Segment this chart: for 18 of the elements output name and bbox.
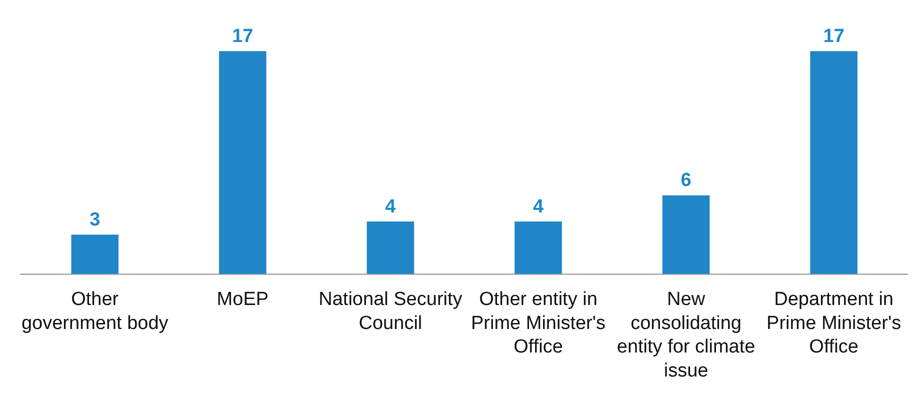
x-tick-label: Department in Prime Minister's Office (766, 289, 902, 358)
data-label: 4 (385, 196, 396, 218)
x-tick-label: Other entity in Prime Minister's Office (470, 289, 606, 358)
x-tick-label: MoEP (216, 289, 269, 310)
data-label: 17 (232, 26, 254, 47)
data-label: 4 (532, 196, 544, 218)
bar (71, 234, 119, 274)
data-label: 3 (90, 209, 100, 230)
x-tick-label: National Security Council (318, 289, 463, 334)
data-label: 17 (823, 26, 844, 47)
bar (219, 51, 266, 274)
data-label: 6 (680, 170, 692, 192)
bar (662, 195, 710, 274)
bar (366, 222, 414, 274)
x-tick-label: New consolidating entity for climate issue (616, 289, 756, 382)
x-tick-label: Other government body (21, 289, 169, 334)
bar (514, 222, 562, 274)
bar (810, 51, 858, 274)
